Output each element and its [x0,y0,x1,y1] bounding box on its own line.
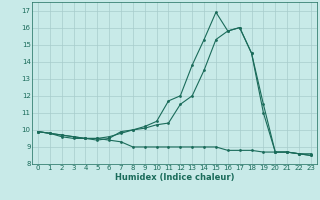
X-axis label: Humidex (Indice chaleur): Humidex (Indice chaleur) [115,173,234,182]
